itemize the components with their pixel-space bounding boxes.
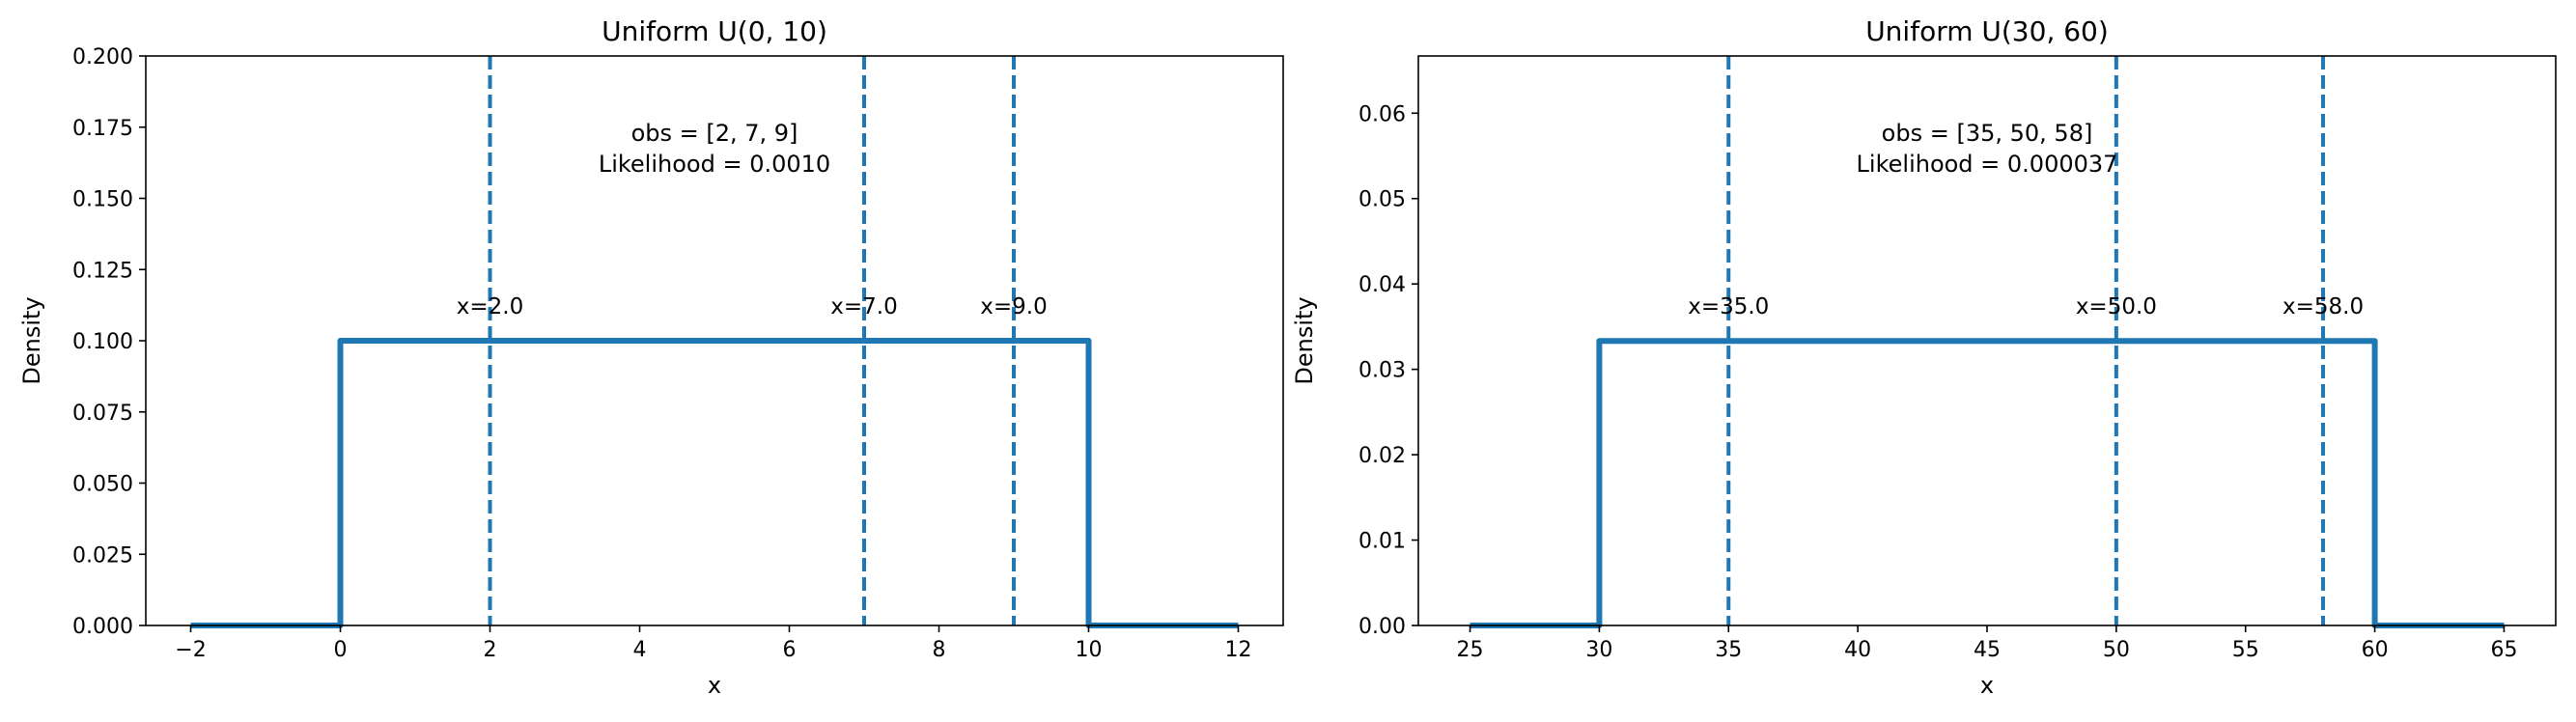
- chart2-y-tick-label: 0.02: [1358, 444, 1406, 468]
- chart2-x-tick-label: 35: [1715, 638, 1742, 662]
- chart1-x-tick-label: 2: [484, 638, 497, 662]
- chart1-x-tick-label: 12: [1225, 638, 1252, 662]
- chart1-x-axis-label: x: [708, 672, 721, 699]
- chart2-y-axis-label: Density: [1291, 296, 1318, 384]
- chart1-x-tick-label: 6: [783, 638, 797, 662]
- chart1-x-tick-label: 4: [633, 638, 647, 662]
- chart2-y-tick-label: 0.05: [1358, 188, 1406, 212]
- chart1-title: Uniform U(0, 10): [602, 15, 827, 47]
- chart2-x-tick-label: 40: [1844, 638, 1871, 662]
- chart2-x-tick-label: 60: [2362, 638, 2389, 662]
- chart1-x-tick-label: 8: [933, 638, 946, 662]
- right-chart-axes: x=35.0 x=50.0 x=58.0 obs = [35, 50, 58] Like…: [1291, 15, 2557, 699]
- chart1-y-tick-label: 0.025: [72, 543, 133, 568]
- chart1-observation-label: x=7.0: [830, 294, 897, 319]
- chart1-annotation-line: obs = [2, 7, 9]: [631, 120, 798, 147]
- chart2-y-tick-label: 0.06: [1358, 102, 1406, 126]
- chart1-y-tick-label: 0.000: [72, 615, 133, 639]
- chart2-x-tick-label: 25: [1457, 638, 1484, 662]
- chart2-x-tick-label: 55: [2232, 638, 2259, 662]
- chart1-x-tick-label: −2: [175, 638, 206, 662]
- chart2-x-tick-label: 30: [1585, 638, 1612, 662]
- chart2-x-tick-label: 50: [2103, 638, 2130, 662]
- chart1-y-tick-label: 0.175: [72, 117, 133, 141]
- chart2-observation-label: x=58.0: [2282, 294, 2364, 319]
- chart1-y-tick-label: 0.100: [72, 330, 133, 354]
- chart1-annotation-line: Likelihood = 0.0010: [599, 151, 830, 178]
- chart1-observation-label: x=2.0: [457, 294, 523, 319]
- chart2-x-tick-label: 65: [2490, 638, 2517, 662]
- left-chart-axes: x=2.0 x=7.0 x=9.0 obs = [2, 7, 9] Likelihood…: [18, 15, 1284, 699]
- chart1-y-tick-label: 0.150: [72, 188, 133, 212]
- chart2-annotation-line: obs = [35, 50, 58]: [1882, 120, 2093, 147]
- chart2-annotation-line: Likelihood = 0.000037: [1857, 151, 2118, 178]
- chart2-y-tick-label: 0.03: [1358, 359, 1406, 383]
- chart1-y-tick-label: 0.075: [72, 402, 133, 426]
- chart2-observation-label: x=50.0: [2076, 294, 2157, 319]
- chart1-y-tick-label: 0.050: [72, 473, 133, 497]
- chart2-title: Uniform U(30, 60): [1865, 15, 2109, 47]
- chart2-x-tick-label: 45: [1974, 638, 2001, 662]
- chart2-x-axis-label: x: [1980, 672, 1994, 699]
- chart1-observation-label: x=9.0: [980, 294, 1047, 319]
- chart1-y-tick-label: 0.200: [72, 45, 133, 69]
- chart2-y-tick-label: 0.00: [1358, 615, 1406, 639]
- chart2-y-tick-label: 0.01: [1358, 530, 1406, 554]
- chart1-y-tick-label: 0.125: [72, 259, 133, 283]
- chart2-observation-label: x=35.0: [1688, 294, 1769, 319]
- chart1-x-tick-label: 10: [1076, 638, 1103, 662]
- chart1-y-axis-label: Density: [18, 296, 45, 384]
- chart1-x-tick-label: 0: [334, 638, 348, 662]
- chart2-y-tick-label: 0.04: [1358, 273, 1406, 297]
